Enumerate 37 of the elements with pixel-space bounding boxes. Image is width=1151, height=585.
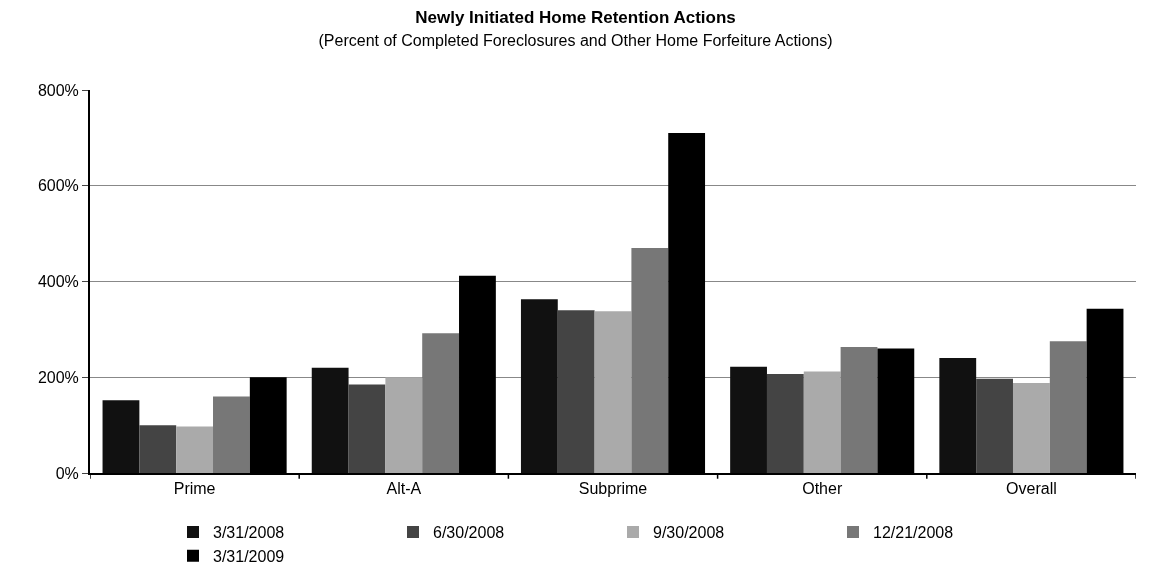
bar [520, 299, 558, 473]
bar [311, 367, 349, 473]
y-tick-label: 600% [37, 177, 79, 195]
y-tick-label: 400% [37, 273, 79, 291]
legend-label: 12/21/2008 [873, 524, 954, 542]
y-tick-label: 800% [37, 81, 79, 99]
bar [1012, 383, 1050, 473]
bar [139, 425, 177, 473]
bar [348, 384, 386, 473]
y-tick-label: 200% [37, 368, 79, 386]
bar [176, 426, 214, 473]
bar [102, 400, 140, 473]
chart-subtitle: (Percent of Completed Foreclosures and Other Home Forfeiture Actions) [318, 31, 833, 49]
x-tick-label: Prime [173, 480, 216, 498]
bar [939, 358, 977, 473]
bar [1049, 341, 1087, 473]
bar [594, 311, 632, 473]
bar [730, 366, 767, 473]
bar [840, 347, 878, 473]
bar [213, 396, 250, 473]
bar [631, 247, 669, 473]
bar [803, 371, 841, 473]
y-tick-label: 0% [55, 464, 79, 482]
legend-label: 3/31/2008 [213, 524, 285, 542]
x-tick-label: Alt-A [386, 480, 422, 498]
chart-title: Newly Initiated Home Retention Actions [415, 8, 736, 28]
legend-label: 6/30/2008 [433, 524, 505, 542]
bar [766, 373, 804, 473]
bar [385, 377, 423, 473]
bar [422, 333, 460, 473]
x-tick-label: Overall [1006, 480, 1057, 498]
bar [976, 378, 1013, 473]
legend-label: 3/31/2009 [213, 548, 285, 566]
bar [557, 310, 595, 473]
x-tick-label: Subprime [578, 480, 648, 498]
legend-label: 9/30/2008 [653, 524, 725, 542]
x-tick-label: Other [802, 480, 843, 498]
